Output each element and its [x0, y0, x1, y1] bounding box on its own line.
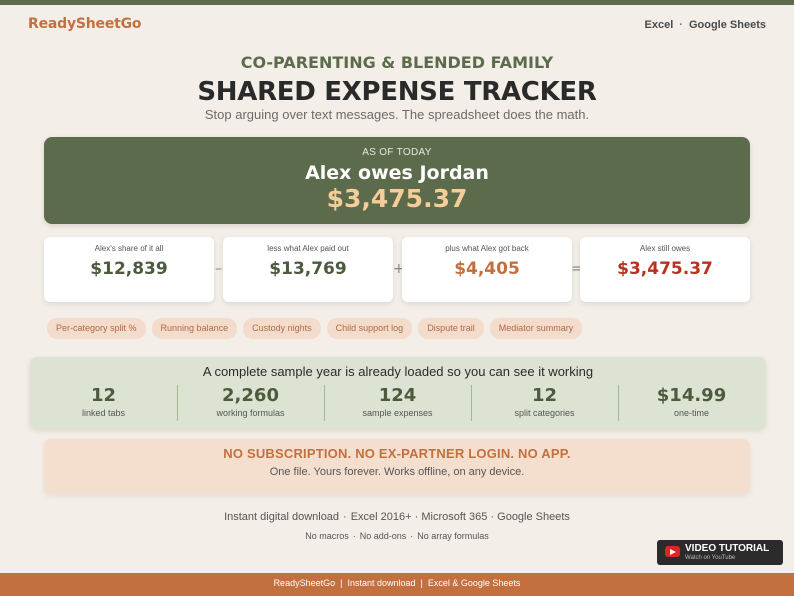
platform-google-sheets: Google Sheets [688, 19, 766, 31]
card-label: Alex still owes [639, 244, 691, 253]
feature-chip: Running balance [151, 318, 238, 339]
feature-chip: Child support log [326, 318, 413, 339]
feature-chip: Dispute trail [418, 318, 484, 339]
stat-label: one-time [673, 408, 709, 418]
compatibility-line: Instant digital download · Excel 2016+ · M… [0, 511, 794, 523]
stat-label: sample expenses [362, 408, 433, 418]
limitations-line: No macros · No add-ons · No array formulas [0, 531, 794, 541]
stat-label: split categories [514, 408, 575, 418]
youtube-play-icon [665, 546, 680, 557]
page-subtitle: Stop arguing over text messages. The spr… [204, 107, 590, 122]
card-label: plus what Alex got back [445, 244, 529, 253]
breakdown-card-owes: Alex still owes $3,475.37 [580, 237, 750, 302]
feature-chip: Mediator summary [489, 318, 583, 339]
no-subscription-subtext: One file. Yours forever. Works offline, … [269, 466, 525, 478]
feature-chip: Custody nights [243, 318, 321, 339]
stat-expenses: 124 sample expenses [324, 385, 471, 421]
video-title: VIDEO TUTORIAL [685, 543, 770, 554]
limit-separator: · [352, 531, 356, 541]
stat-categories: 12 split categories [471, 385, 618, 421]
no-subscription-panel: NO SUBSCRIPTION. NO EX-PARTNER LOGIN. NO… [44, 439, 750, 494]
stat-divider [618, 385, 619, 421]
platform-list: Excel · Google Sheets [645, 19, 766, 31]
footer-download: Instant download [347, 578, 416, 588]
card-label: less what Alex paid out [267, 244, 349, 253]
minus-operator: – [215, 261, 222, 277]
stat-number: 2,260 [222, 385, 279, 406]
limit-item: No add-ons [359, 531, 407, 541]
stat-label: linked tabs [81, 408, 126, 418]
limit-item: No array formulas [417, 531, 489, 541]
top-accent-bar [0, 0, 794, 5]
stat-number: $14.99 [656, 385, 727, 406]
brand-logo[interactable]: ReadySheetGo [28, 16, 142, 32]
balance-breakdown: Alex's share of it all $12,839 – less wh… [44, 237, 750, 302]
stat-number: 12 [90, 385, 117, 406]
feature-chips: Per-category split % Running balance Custo… [47, 318, 588, 339]
balance-summary-panel: AS OF TODAY Alex owes Jordan $3,475.37 [44, 137, 750, 224]
breakdown-card-received: plus what Alex got back $4,405 [402, 237, 572, 302]
card-value: $4,405 [454, 259, 520, 279]
stat-divider [324, 385, 325, 421]
owed-amount: $3,475.37 [326, 184, 468, 213]
sample-heading: A complete sample year is already loaded… [202, 364, 594, 379]
footer-separator: | [420, 578, 423, 588]
limit-separator: · [410, 531, 414, 541]
footer-platforms: Excel & Google Sheets [427, 578, 521, 588]
card-value: $12,839 [90, 259, 168, 279]
footer-bar: ReadySheetGo | Instant download | Excel & Go… [0, 573, 794, 596]
owes-statement: Alex owes Jordan [305, 162, 489, 184]
equals-operator: = [571, 261, 583, 277]
card-value: $3,475.37 [617, 259, 713, 279]
video-tutorial-button[interactable]: VIDEO TUTORIAL Watch on YouTube [657, 540, 783, 565]
as-of-label: AS OF TODAY [362, 147, 432, 158]
footer-brand: ReadySheetGo [273, 578, 336, 588]
stat-label: working formulas [216, 408, 285, 418]
platform-excel: Excel [644, 19, 674, 31]
stat-price: $14.99 one-time [618, 385, 765, 421]
compat-separator: · [343, 511, 347, 523]
page-title: SHARED EXPENSE TRACKER [197, 77, 597, 107]
compat-platforms: Excel 2016+ · Microsoft 365 · Google She… [350, 511, 570, 523]
plus-operator: + [393, 261, 405, 277]
no-subscription-heading: NO SUBSCRIPTION. NO EX-PARTNER LOGIN. NO… [223, 446, 571, 461]
sample-data-panel: A complete sample year is already loaded… [30, 357, 766, 429]
stat-divider [471, 385, 472, 421]
card-value: $13,769 [269, 259, 347, 279]
platform-separator: · [679, 19, 683, 31]
breakdown-card-paid: less what Alex paid out $13,769 [223, 237, 393, 302]
breakdown-card-share: Alex's share of it all $12,839 [44, 237, 214, 302]
stat-linked-tabs: 12 linked tabs [30, 385, 177, 421]
stat-formulas: 2,260 working formulas [177, 385, 324, 421]
stat-number: 12 [531, 385, 558, 406]
stat-divider [177, 385, 178, 421]
page-eyebrow: CO-PARENTING & BLENDED FAMILY [240, 53, 554, 72]
card-label: Alex's share of it all [94, 244, 164, 253]
video-subtitle: Watch on YouTube [685, 555, 736, 561]
feature-chip: Per-category split % [47, 318, 146, 339]
stat-number: 124 [378, 385, 417, 406]
limit-item: No macros [305, 531, 349, 541]
download-note: Instant digital download [224, 511, 340, 523]
stats-row: 12 linked tabs 2,260 working formulas 12… [30, 385, 766, 421]
footer-separator: | [340, 578, 343, 588]
